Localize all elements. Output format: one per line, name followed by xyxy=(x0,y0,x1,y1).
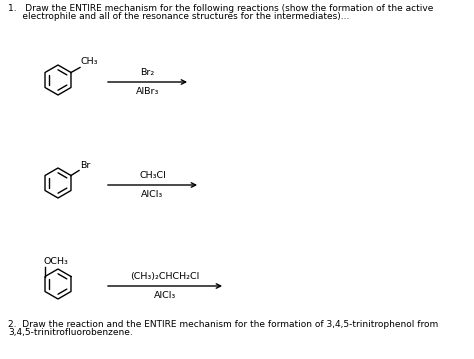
Text: Br₂: Br₂ xyxy=(140,68,155,77)
Text: (CH₃)₂CHCH₂Cl: (CH₃)₂CHCH₂Cl xyxy=(130,272,200,281)
Text: AlBr₃: AlBr₃ xyxy=(136,87,159,96)
Text: 1.   Draw the ENTIRE mechanism for the following reactions (show the formation o: 1. Draw the ENTIRE mechanism for the fol… xyxy=(8,4,433,13)
Text: 3,4,5-trinitrofluorobenzene.: 3,4,5-trinitrofluorobenzene. xyxy=(8,328,133,337)
Text: CH₃: CH₃ xyxy=(81,57,99,66)
Text: OCH₃: OCH₃ xyxy=(43,256,68,266)
Text: electrophile and all of the resonance structures for the intermediates)...: electrophile and all of the resonance st… xyxy=(8,12,349,21)
Text: Br: Br xyxy=(80,160,91,169)
Text: AlCl₃: AlCl₃ xyxy=(154,291,176,300)
Text: AlCl₃: AlCl₃ xyxy=(141,190,164,199)
Text: CH₃Cl: CH₃Cl xyxy=(139,171,166,180)
Text: 2.  Draw the reaction and the ENTIRE mechanism for the formation of 3,4,5-trinit: 2. Draw the reaction and the ENTIRE mech… xyxy=(8,320,438,329)
